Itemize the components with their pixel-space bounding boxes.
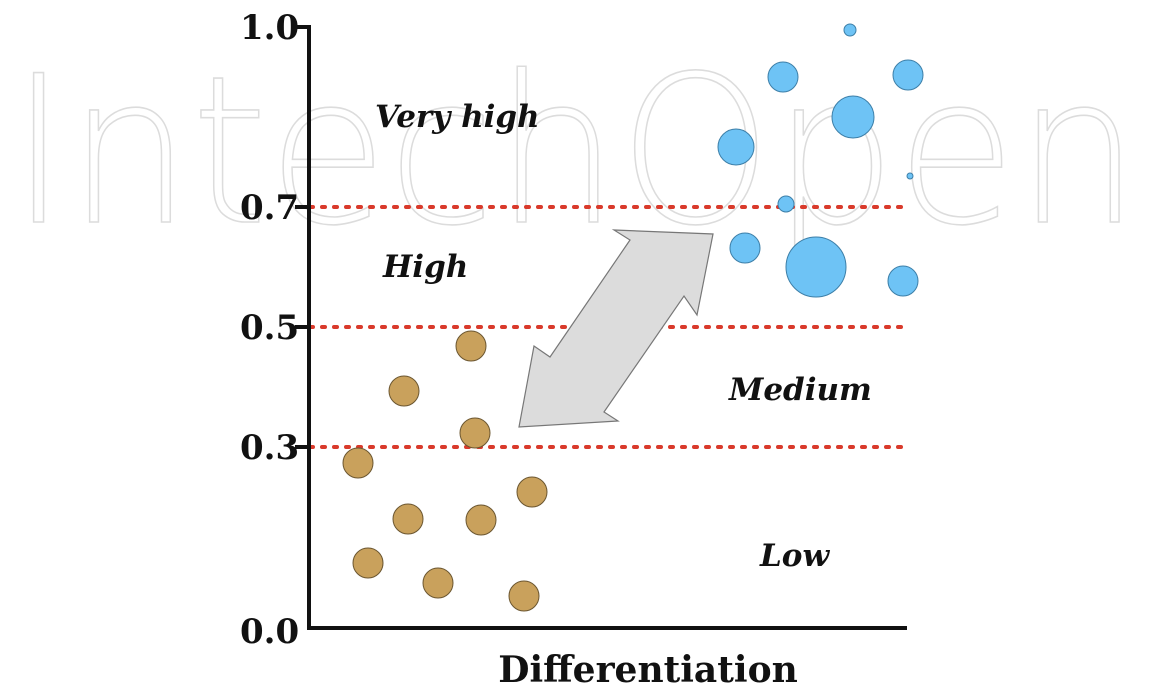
low-cluster (342, 330, 548, 612)
low-cluster-circle (422, 567, 454, 599)
watermark-logo: IntechOpen (10, 33, 1140, 271)
threshold-lines (308, 205, 907, 449)
high-cluster-circle (831, 95, 875, 139)
zone-label-medium: Medium (728, 372, 872, 408)
high-cluster (717, 23, 924, 298)
y-tick-label-0-7: 0.7 (240, 188, 299, 228)
y-tick-label-0-0: 0.0 (240, 612, 299, 652)
high-cluster-circle (887, 265, 919, 297)
low-cluster-circle (459, 417, 491, 449)
high-cluster-circle (777, 195, 795, 213)
low-cluster-circle (455, 330, 487, 362)
y-tick-label-0-3: 0.3 (240, 428, 299, 468)
high-cluster-circle (717, 128, 755, 166)
high-cluster-circle (729, 232, 761, 264)
high-cluster-circle (892, 59, 924, 91)
zone-label-high: High (382, 249, 468, 285)
zone-label-very-high: Very high (375, 99, 540, 135)
high-cluster-circle (767, 61, 799, 93)
low-cluster-circle (465, 504, 497, 536)
low-cluster-circle (342, 447, 374, 479)
axes (295, 25, 907, 630)
y-tick-label-0-5: 0.5 (240, 308, 299, 348)
low-cluster-circle (516, 476, 548, 508)
high-cluster-circle (906, 172, 914, 180)
zone-label-low: Low (759, 538, 830, 574)
high-cluster-circle (843, 23, 857, 37)
y-tick-labels: 1.0 0.7 0.5 0.3 0.0 (240, 8, 299, 652)
low-cluster-circle (392, 503, 424, 535)
high-cluster-circle (785, 236, 847, 298)
low-cluster-circle (508, 580, 540, 612)
low-cluster-circle (388, 375, 420, 407)
x-axis-title: Differentiation (498, 649, 798, 686)
double-arrow-icon (518, 229, 714, 428)
zone-labels: Very high High Medium Low (375, 99, 872, 574)
low-cluster-circle (352, 547, 384, 579)
y-tick-label-1-0: 1.0 (240, 8, 299, 48)
